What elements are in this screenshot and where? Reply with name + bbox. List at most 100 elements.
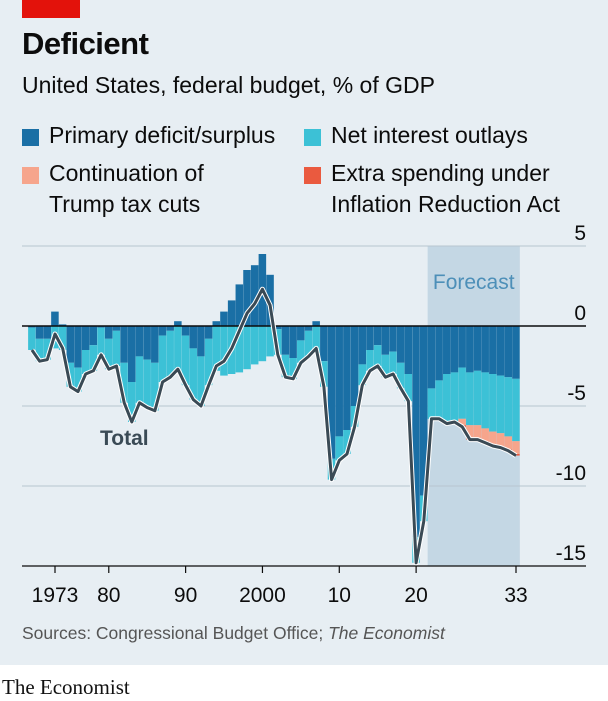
legend-label-ira-line1: Extra spending under — [331, 160, 550, 186]
bar-interest — [481, 372, 489, 429]
bar-primary — [320, 326, 328, 362]
bar-primary — [289, 326, 297, 358]
bar-primary — [197, 326, 205, 357]
bar-primary — [412, 326, 420, 538]
legend-label-trump-line1: Continuation of — [49, 160, 204, 186]
bar-primary — [458, 326, 466, 368]
legend-label-ira-line2: Inflation Reduction Act — [331, 191, 560, 217]
bar-primary — [250, 265, 259, 326]
bar-interest — [166, 330, 174, 378]
bar-interest — [43, 338, 52, 360]
bar-primary — [335, 326, 343, 437]
chart-title: Deficient — [22, 26, 149, 61]
bar-trump-tax-cuts — [481, 428, 489, 442]
y-tick-label: 0 — [574, 302, 586, 325]
x-tick-label: 33 — [504, 584, 527, 607]
source-note: Sources: Congressional Budget Office; Th… — [22, 623, 445, 644]
chart-plot: 5 0 -5 -10 -15 1973 80 90 2000 10 20 33 Forecast Tota… — [22, 222, 586, 607]
bar-trump-tax-cuts — [466, 425, 474, 438]
bar-trump-tax-cuts — [473, 425, 482, 438]
bar-primary — [51, 311, 59, 326]
bar-trump-tax-cuts — [496, 433, 505, 446]
bar-interest — [197, 356, 205, 406]
y-tick-label: -15 — [556, 542, 586, 565]
bar-interest — [212, 326, 221, 371]
bar-interest — [443, 374, 451, 424]
bar-primary — [297, 326, 305, 341]
bar-interest — [97, 327, 105, 355]
x-tick-label: 80 — [97, 584, 120, 607]
bar-primary — [404, 326, 413, 374]
bar-primary — [489, 326, 497, 374]
bar-interest — [389, 351, 397, 374]
bar-primary — [120, 326, 128, 363]
legend-label-interest: Net interest outlays — [331, 122, 528, 148]
bar-primary — [450, 326, 459, 373]
x-tick-label: 2000 — [239, 584, 286, 607]
bar-primary — [466, 326, 474, 373]
bar-interest — [174, 326, 182, 374]
bar-interest — [373, 345, 382, 366]
bar-interest — [266, 326, 274, 357]
bar-interest — [297, 340, 305, 363]
bar-interest — [304, 330, 313, 357]
bar-interest — [151, 362, 159, 411]
bar-interest — [458, 367, 466, 419]
bar-primary — [158, 326, 167, 336]
y-tick-label: -5 — [567, 382, 586, 405]
bar-interest — [74, 367, 82, 392]
bar-primary — [143, 326, 151, 360]
source-text: Sources: Congressional Budget Office; — [22, 623, 329, 643]
bar-primary — [227, 300, 236, 326]
bar-primary — [419, 326, 428, 496]
bar-primary — [189, 326, 197, 349]
brand-wordmark: The Economist — [2, 675, 130, 699]
bar-primary — [281, 326, 290, 355]
bar-primary — [166, 326, 174, 331]
bar-primary — [174, 321, 182, 326]
bar-interest — [89, 345, 98, 371]
bar-primary — [220, 311, 228, 326]
bar-primary — [358, 326, 367, 365]
legend-swatch-trump — [22, 167, 39, 184]
bar-interest — [366, 350, 374, 371]
x-tick-label: 10 — [328, 584, 351, 607]
bar-interest — [220, 326, 228, 376]
bar-trump-tax-cuts — [512, 441, 520, 454]
legend-label-primary: Primary deficit/surplus — [49, 122, 276, 148]
bar-interest — [435, 380, 443, 419]
bar-interest — [496, 375, 505, 434]
bar-primary — [512, 326, 520, 379]
legend-swatch-ira — [304, 167, 321, 184]
bar-interest — [120, 362, 128, 403]
bar-interest — [450, 372, 459, 422]
bar-trump-tax-cuts — [489, 431, 497, 445]
forecast-label: Forecast — [433, 271, 515, 294]
bar-interest — [404, 374, 413, 402]
bar-interest — [381, 354, 390, 378]
bar-interest — [135, 356, 144, 403]
bar-primary — [396, 326, 405, 363]
bar-primary — [151, 326, 159, 363]
bar-interest — [189, 348, 197, 400]
bar-primary — [204, 326, 213, 339]
bar-interest — [158, 335, 167, 382]
bar-primary — [373, 326, 382, 346]
bar-primary — [66, 326, 75, 363]
bar-primary — [389, 326, 397, 352]
y-tick-label: 5 — [574, 222, 586, 245]
bar-primary — [496, 326, 505, 376]
total-line — [30, 287, 517, 565]
bar-interest — [250, 326, 259, 365]
bar-primary — [435, 326, 443, 381]
bar-interest — [204, 338, 213, 386]
bar-trump-tax-cuts — [504, 436, 513, 450]
legend-label-trump-line2: Trump tax cuts — [49, 191, 201, 217]
chart-subtitle: United States, federal budget, % of GDP — [22, 72, 435, 98]
bar-interest — [35, 338, 44, 362]
bar-primary — [74, 326, 82, 368]
bar-interest — [243, 326, 251, 370]
bar-interest — [28, 327, 36, 350]
bar-interest — [281, 354, 290, 378]
x-tick-label: 90 — [174, 584, 197, 607]
